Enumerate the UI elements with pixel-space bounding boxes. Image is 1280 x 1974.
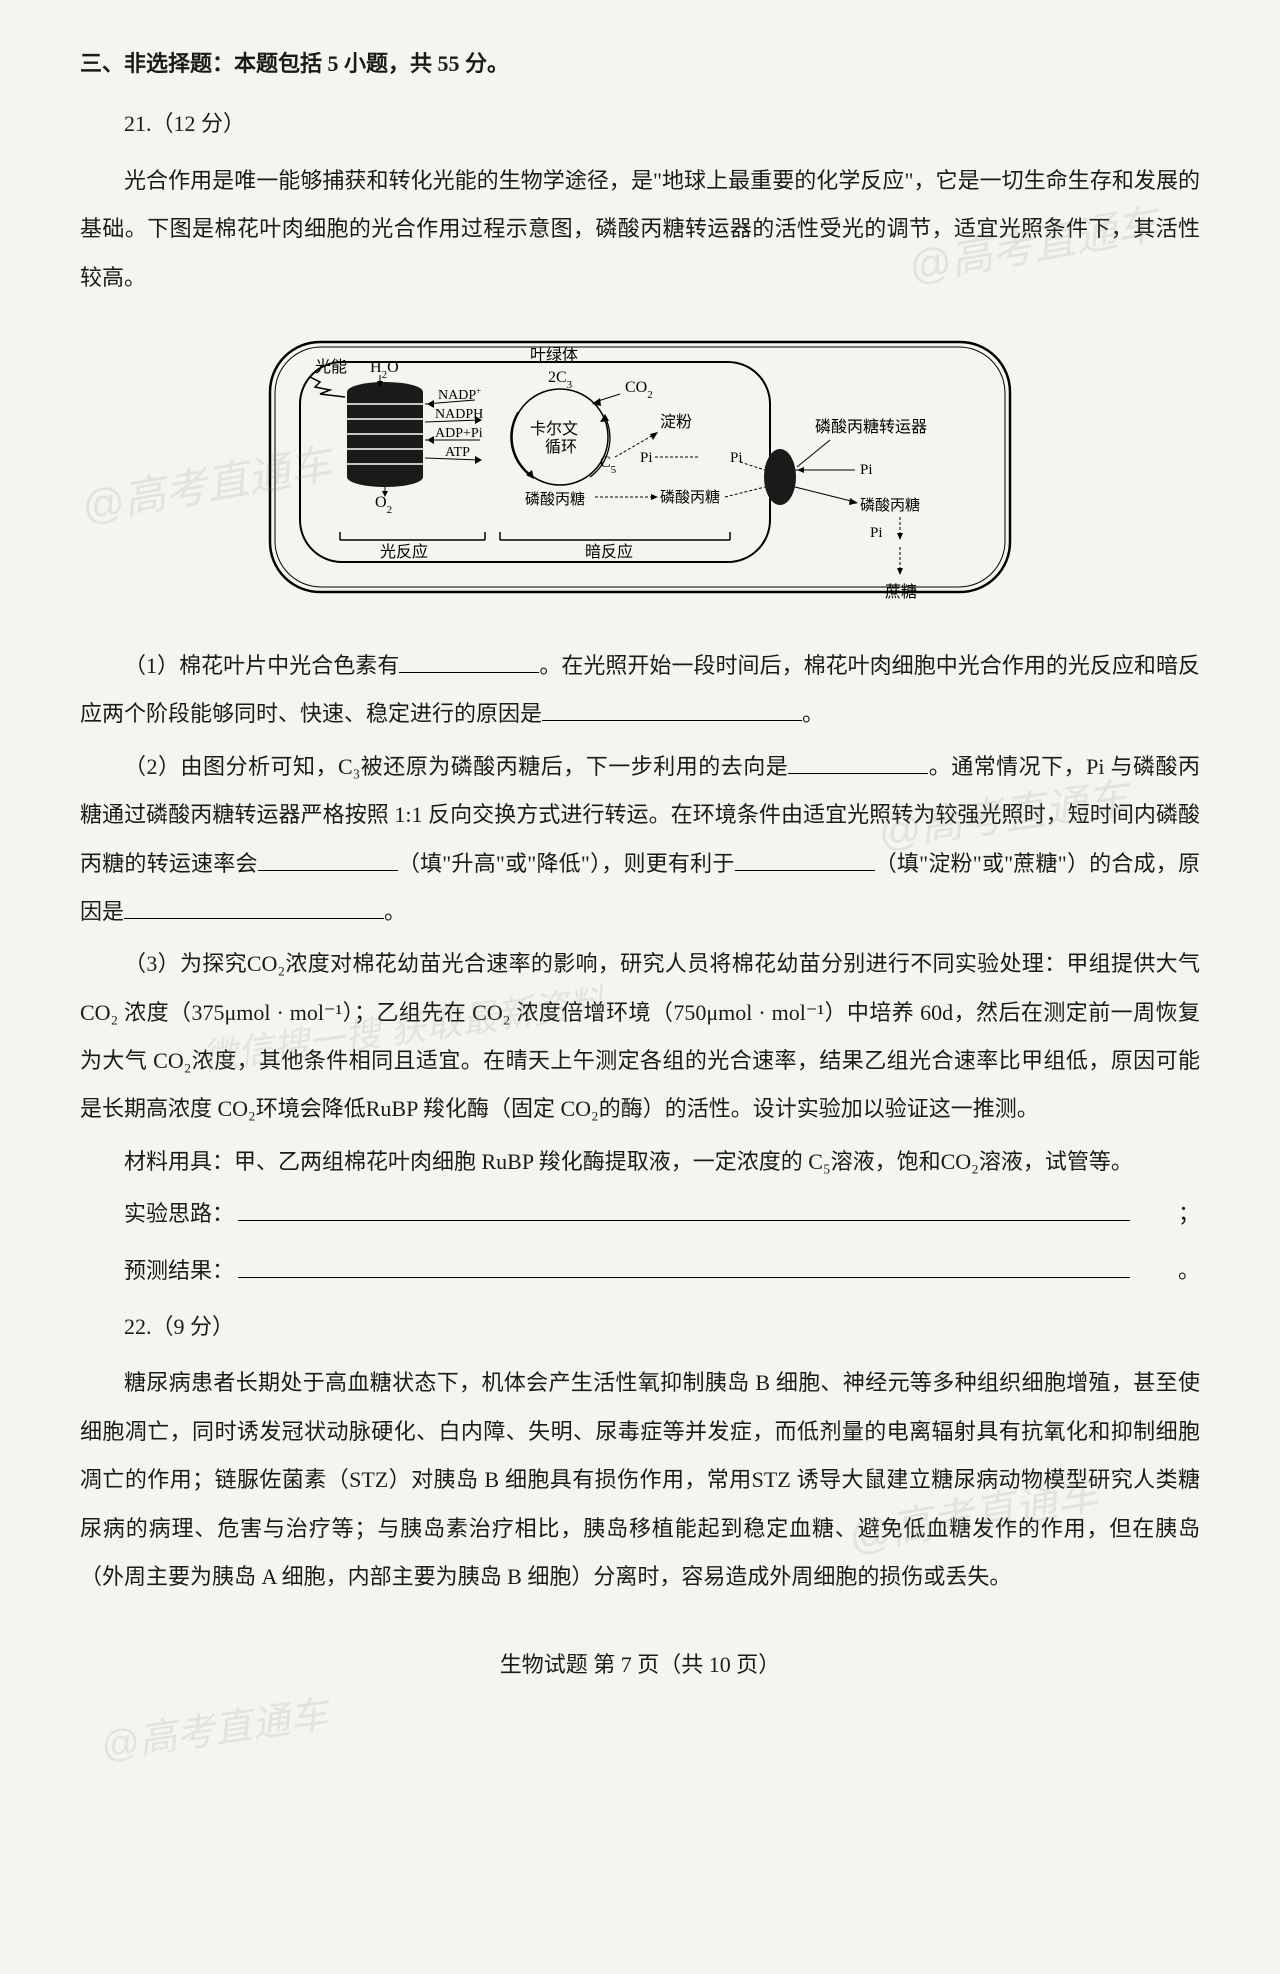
label-pi-in: Pi <box>640 450 653 466</box>
label-calvin: 卡尔文 <box>530 420 578 438</box>
label-triose-2: 磷酸丙糖 <box>660 489 720 506</box>
label-nadph: NADPH <box>435 407 483 422</box>
q22-number: 22.（9 分） <box>80 1303 1200 1351</box>
label-pi3: Pi <box>870 525 883 541</box>
watermark: @高考直通车 <box>95 1675 333 1790</box>
blank <box>258 844 398 870</box>
q21-part3: （3）为探究CO₂浓度对棉花幼苗光合速率的影响，研究人员将棉花幼苗分别进行不同实… <box>80 940 1200 1134</box>
q21-intro: 光合作用是唯一能够捕获和转化光能的生物学途径，是"地球上最重要的化学反应"，它是… <box>80 157 1200 302</box>
label-pi2: Pi <box>730 450 743 466</box>
label-light-rxn: 光反应 <box>380 542 428 561</box>
section-header: 三、非选择题：本题包括 5 小题，共 55 分。 <box>80 40 1200 88</box>
label-2c3: 2C3 <box>548 369 573 391</box>
blank <box>542 695 802 721</box>
blank <box>399 647 539 673</box>
blank <box>124 893 384 919</box>
svg-text:循环: 循环 <box>545 438 577 456</box>
q22-para: 糖尿病患者长期处于高血糖状态下，机体会产生活性氧抑制胰岛 B 细胞、神经元等多种… <box>80 1359 1200 1601</box>
q21-predict: 预测结果： 。 <box>80 1247 1200 1295</box>
blank <box>788 747 928 773</box>
label-pi-out: Pi <box>860 462 873 478</box>
label-starch: 淀粉 <box>660 413 692 431</box>
q21-part1: （1）棉花叶片中光合色素有。在光照开始一段时间后，棉花叶肉细胞中光合作用的光反应… <box>80 642 1200 739</box>
label-triose-in: 磷酸丙糖 <box>525 491 585 508</box>
blank <box>735 844 875 870</box>
label-sucrose: 蔗糖 <box>885 583 917 601</box>
q21-materials: 材料用具：甲、乙两组棉花叶肉细胞 RuBP 羧化酶提取液，一定浓度的 C₅溶液，… <box>80 1138 1200 1186</box>
label-adp: ADP+Pi <box>435 426 483 441</box>
label-co2: CO2 <box>625 379 653 401</box>
label-light: 光能 <box>315 358 347 376</box>
blank <box>238 1220 1130 1221</box>
q21-part2: （2）由图分析可知，C₃被还原为磷酸丙糖后，下一步利用的去向是。通常情况下，Pi… <box>80 743 1200 937</box>
q21-number: 21.（12 分） <box>80 100 1200 148</box>
label-atp: ATP <box>445 445 470 460</box>
page-footer: 生物试题 第 7 页（共 10 页） <box>80 1641 1200 1689</box>
blank <box>238 1277 1130 1278</box>
q21-exp-idea: 实验思路： ； <box>80 1190 1200 1238</box>
label-o2: O2 <box>375 494 392 516</box>
label-dark-rxn: 暗反应 <box>585 542 633 561</box>
label-transporter: 磷酸丙糖转运器 <box>815 418 927 436</box>
label-triose-out: 磷酸丙糖 <box>860 497 920 514</box>
label-c5: C5 <box>600 454 617 476</box>
label-nadp: NADP+ <box>438 386 481 403</box>
photosynthesis-diagram: 光能 H2O 叶绿体 NADP+ NADPH ADP+Pi ATP O2 <box>80 322 1200 612</box>
label-chloroplast: 叶绿体 <box>530 346 578 364</box>
